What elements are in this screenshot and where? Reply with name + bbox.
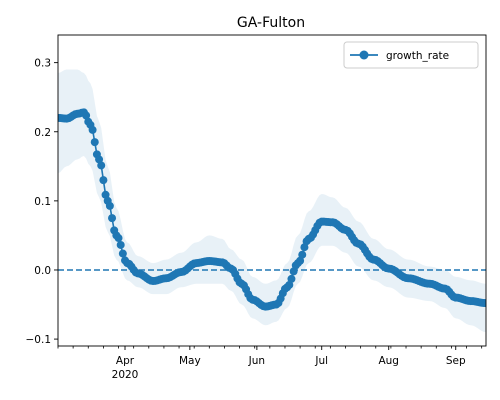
- data-point: [289, 267, 298, 276]
- data-point: [97, 161, 106, 170]
- data-point: [99, 176, 108, 185]
- data-point: [88, 125, 97, 134]
- legend-dot-marker: [359, 50, 369, 60]
- legend-entry-growth-rate: growth_rate: [386, 50, 449, 62]
- x-axis: Apr 2020 May Jun Jul Aug Sep: [57, 346, 483, 381]
- y-tick-label: −0.1: [26, 334, 52, 346]
- data-point: [105, 201, 114, 210]
- chart-title: GA-Fulton: [237, 15, 305, 31]
- x-tick-year-label: 2020: [112, 369, 139, 381]
- data-points: [58, 108, 486, 311]
- data-point: [287, 274, 296, 283]
- data-point: [90, 138, 99, 147]
- x-tick-label: Sep: [446, 355, 466, 367]
- data-point: [101, 190, 110, 199]
- data-point: [108, 214, 117, 223]
- legend-box: [343, 41, 479, 69]
- legend: growth_rate: [343, 41, 479, 69]
- x-tick-label: May: [179, 355, 201, 367]
- y-tick-label: 0.0: [34, 265, 51, 277]
- y-tick-label: 0.1: [34, 196, 51, 208]
- x-tick-label: Aug: [378, 355, 399, 367]
- y-tick-label: 0.3: [34, 58, 51, 70]
- y-tick-label: 0.2: [34, 127, 51, 139]
- data-point: [300, 243, 309, 252]
- x-tick-label: Jul: [314, 355, 328, 367]
- data-point: [285, 280, 294, 289]
- data-point: [95, 155, 104, 164]
- y-axis: −0.1 0.0 0.1 0.2 0.3: [26, 58, 58, 346]
- plot-frame: [57, 34, 487, 347]
- data-point: [482, 299, 486, 308]
- data-point: [114, 234, 123, 243]
- x-tick-label: Jun: [248, 355, 265, 367]
- data-point: [116, 240, 125, 249]
- data-point: [298, 250, 307, 259]
- x-tick-label: Apr: [116, 355, 135, 367]
- data-point: [118, 249, 127, 258]
- data-point: [82, 111, 91, 120]
- data-point: [296, 256, 305, 265]
